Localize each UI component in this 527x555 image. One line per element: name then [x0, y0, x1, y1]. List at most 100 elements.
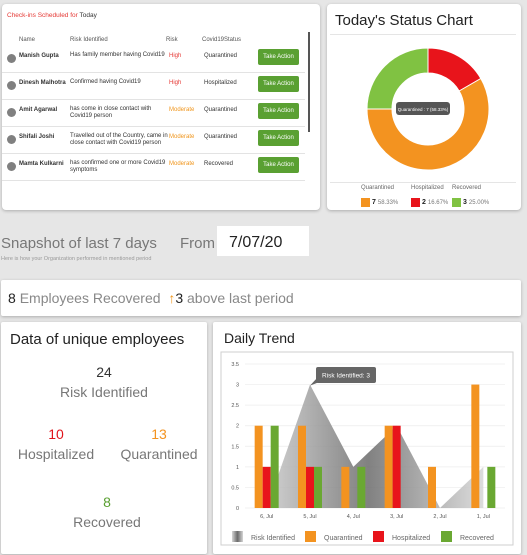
- take-action-button[interactable]: Take Action: [258, 103, 299, 119]
- legend-pct: 16.67%: [427, 199, 449, 206]
- legend-count: 2: [422, 199, 426, 206]
- unique-title: Data of unique employees: [10, 331, 185, 348]
- bar-quarantined[interactable]: [384, 425, 393, 508]
- divider: [330, 34, 516, 35]
- stat-hospitalized: 10 Hospitalized: [1, 426, 111, 462]
- bar-quarantined[interactable]: [298, 425, 306, 508]
- stat-quarantined-label: Quarantined: [120, 446, 198, 462]
- avatar: [7, 108, 16, 117]
- legend-pct: 25.00%: [468, 199, 490, 206]
- legend-swatch: [373, 531, 384, 542]
- stat-risk: 24 Risk Identified: [1, 364, 207, 400]
- donut-chart: Quarantined : 7 (58.33%): [366, 47, 490, 171]
- risk-description: Confirmed having Covid19: [70, 79, 141, 85]
- x-tick-label: 2, Jul: [433, 514, 446, 520]
- risk-level: Moderate: [169, 107, 195, 113]
- x-tick-label: 3, Jul: [390, 514, 403, 520]
- risk-level: Moderate: [169, 134, 195, 140]
- bar-recovered[interactable]: [270, 425, 279, 508]
- legend-value: 7 58.33%: [361, 198, 398, 207]
- trend-tooltip: Risk Identified: 3: [322, 373, 370, 380]
- legend-label: Hospitalized: [411, 185, 444, 191]
- from-date-value: 7/07/20: [229, 234, 283, 251]
- stat-recovered: 8 Recovered: [1, 494, 213, 530]
- bar-recovered[interactable]: [487, 466, 496, 508]
- risk-level: High: [169, 53, 182, 59]
- recovered-delta: 3: [175, 290, 184, 306]
- snapshot-subtitle: Here is how your Organization performed …: [1, 256, 152, 262]
- x-tick-label: 6, Jul: [260, 514, 273, 520]
- x-tick-label: 5, Jul: [303, 514, 316, 520]
- recovered-summary: 8 Employees Recovered ↑3 above last peri…: [1, 280, 521, 316]
- snapshot-title: Snapshot of last 7 days: [1, 235, 157, 252]
- table-row: Mamta Kulkarni has confirmed one or more …: [2, 154, 305, 181]
- table-row: Amit Agarwal has come in close contact wi…: [2, 100, 305, 127]
- header-name: Name: [19, 37, 36, 43]
- take-action-button[interactable]: Take Action: [258, 157, 299, 173]
- employee-name: Mamta Kulkarni: [19, 161, 64, 167]
- checkins-title-prefix: Check-ins Scheduled for: [7, 12, 78, 19]
- risk-description: Travelled out of the Country, came in cl…: [70, 133, 168, 146]
- avatar: [7, 81, 16, 90]
- bar-recovered[interactable]: [314, 466, 322, 508]
- stat-hospitalized-label: Hospitalized: [17, 446, 95, 462]
- daily-trend-title: Daily Trend: [224, 330, 295, 346]
- header-risk-identified: Risk Identified: [70, 37, 108, 43]
- legend-swatch: [441, 531, 452, 542]
- stat-quarantined: 13 Quarantined: [109, 426, 209, 462]
- status-chart-title: Today's Status Chart: [335, 12, 473, 29]
- recovered-delta-label: above last period: [187, 290, 294, 306]
- covid-status: Quarantined: [204, 53, 238, 59]
- legend-count: 3: [463, 199, 467, 206]
- header-status: Covid19Status: [202, 37, 242, 43]
- legend-count: 7: [372, 199, 376, 206]
- trend-tooltip-bg: [316, 367, 376, 383]
- y-tick-label: 2.5: [231, 403, 239, 409]
- donut-slice-recovered[interactable]: [366, 47, 429, 110]
- take-action-button[interactable]: Take Action: [258, 130, 299, 146]
- bar-recovered[interactable]: [357, 466, 366, 508]
- legend-label: Recovered: [460, 535, 494, 542]
- avatar: [7, 54, 16, 63]
- bar-hospitalized[interactable]: [262, 466, 271, 508]
- bar-hospitalized[interactable]: [306, 466, 314, 508]
- take-action-button[interactable]: Take Action: [258, 49, 299, 65]
- bar-quarantined[interactable]: [341, 466, 350, 508]
- checkins-title: Check-ins Scheduled for Today: [7, 12, 97, 19]
- chart-frame: [220, 351, 514, 546]
- up-arrow-icon: ↑: [168, 290, 176, 306]
- bar-quarantined[interactable]: [428, 466, 436, 508]
- covid-status: Hospitalized: [204, 80, 237, 86]
- stat-recovered-value: 8: [103, 494, 111, 510]
- donut-slice-quarantined[interactable]: [366, 77, 490, 171]
- recovered-count: 8: [8, 290, 16, 306]
- header-risk: Risk: [166, 37, 178, 43]
- legend-label: Risk Identified: [251, 535, 295, 542]
- employee-name: Shifali Joshi: [19, 134, 55, 140]
- y-tick-label: 1.5: [231, 444, 239, 450]
- employee-name: Manish Gupta: [19, 53, 59, 59]
- y-tick-label: 0.5: [231, 485, 239, 491]
- tooltip-pointer: [310, 377, 322, 386]
- bar-hospitalized[interactable]: [392, 425, 401, 508]
- legend-value: 2 16.67%: [411, 198, 448, 207]
- legend-swatch: [452, 198, 461, 207]
- legend-label: Quarantined: [361, 185, 395, 191]
- bar-quarantined[interactable]: [471, 384, 480, 508]
- checkins-card: Check-ins Scheduled for Today Name Risk …: [2, 4, 320, 210]
- risk-description: has confirmed one or more Covid19 sympto…: [70, 160, 166, 173]
- stat-quarantined-value: 13: [151, 426, 167, 442]
- scrollbar[interactable]: [308, 32, 310, 132]
- bar-quarantined[interactable]: [254, 425, 263, 508]
- legend-label: Hospitalized: [392, 535, 430, 542]
- legend-swatch: [361, 198, 370, 207]
- legend-swatch: [411, 198, 420, 207]
- take-action-button[interactable]: Take Action: [258, 76, 299, 92]
- table-row: Manish Gupta Has family member having Cov…: [2, 46, 305, 73]
- y-tick-label: 2: [236, 424, 239, 430]
- table-row: Shifali Joshi Travelled out of the Countr…: [2, 127, 305, 154]
- risk-level: High: [169, 80, 182, 86]
- from-date-input[interactable]: 7/07/20: [217, 226, 309, 256]
- legend-label: Recovered: [452, 185, 482, 191]
- y-tick-label: 3.5: [231, 362, 239, 368]
